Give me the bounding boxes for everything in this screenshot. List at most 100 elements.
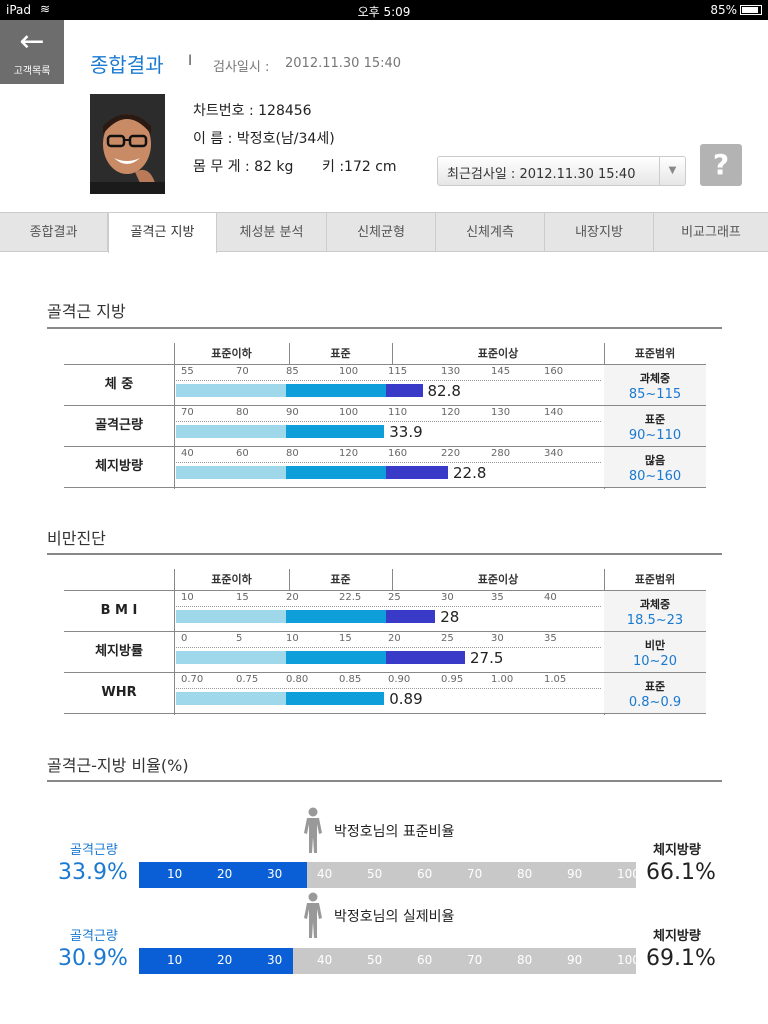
- range-value: 90~110: [628, 428, 682, 443]
- range-status: 표준: [644, 680, 666, 693]
- tick-label: 0.85: [339, 674, 362, 685]
- bar-standard: [286, 610, 386, 623]
- tick-label: 10: [181, 592, 194, 603]
- tab-muscle-fat[interactable]: 골격근 지방: [108, 213, 217, 253]
- bar-below-standard: [176, 610, 286, 623]
- tick-dots: [176, 603, 601, 607]
- header-cell: 표준이상: [477, 347, 519, 360]
- divider: [604, 569, 605, 591]
- tick-label: 120: [339, 448, 359, 459]
- clock: 오후 5:09: [357, 5, 411, 19]
- tick-label: 30: [491, 633, 504, 644]
- tick-label: 0.70: [181, 674, 204, 685]
- measured-value: 33.9: [389, 423, 423, 441]
- tick-label: 145: [491, 366, 511, 377]
- tick-dots: [176, 644, 601, 648]
- tick-dots: [176, 418, 601, 422]
- tab-summary[interactable]: 종합결과: [0, 213, 108, 252]
- muscle-label: 골격근량: [70, 929, 118, 944]
- help-button[interactable]: ?: [700, 144, 742, 186]
- row-label: WHR: [101, 685, 137, 700]
- tick-scale: 40 60 80 120 160 220 280 340: [176, 448, 601, 464]
- section-title-muscle-fat: 골격근 지방: [47, 302, 126, 321]
- tick-scale: 0.70 0.75 0.80 0.85 0.90 0.95 1.00 1.05: [176, 674, 601, 690]
- tick-label: 25: [388, 592, 401, 603]
- tick-label: 1.05: [544, 674, 567, 685]
- bar-below-standard: [176, 692, 286, 705]
- customer-weight: 몸 무 게 : 82 kg: [193, 159, 294, 175]
- bar-standard: [286, 384, 386, 397]
- range-value: 85~115: [628, 387, 682, 402]
- tick-scale: 55 70 85 100 115 130 145 160: [176, 366, 601, 382]
- title-separator: I: [188, 53, 193, 69]
- bar-standard: [286, 651, 386, 664]
- tick-label: 130: [441, 366, 461, 377]
- scale-label: 10: [167, 953, 183, 967]
- scale-label: 40: [317, 867, 333, 881]
- exam-date-label: 검사일시 :: [213, 60, 270, 75]
- tick-label: 100: [339, 366, 359, 377]
- scale-label: 60: [417, 867, 433, 881]
- tab-body-composition[interactable]: 체성분 분석: [217, 213, 327, 252]
- scale-label: 70: [467, 867, 483, 881]
- tab-body-balance[interactable]: 신체균형: [327, 213, 436, 252]
- header-cell: 표준: [330, 347, 351, 360]
- table-row: 골격근량 70 80 90 100 110 120 130 140 33.9 표준 90~110: [64, 406, 706, 447]
- tick-label: 5: [236, 633, 243, 644]
- tick-label: 1.00: [491, 674, 514, 685]
- scale-label: 100: [617, 953, 640, 967]
- header-cell: 표준범위: [634, 347, 676, 360]
- tick-label: 0.90: [388, 674, 411, 685]
- scale-label: 20: [217, 867, 233, 881]
- tick-label: 40: [544, 592, 557, 603]
- tick-label: 110: [388, 407, 408, 418]
- recent-exam-dropdown[interactable]: 최근검사일 : 2012.11.30 15:40 ▼: [437, 156, 686, 186]
- tab-bar: 종합결과 골격근 지방 체성분 분석 신체균형 신체계측 내장지방 비교그래프: [0, 212, 768, 253]
- tick-label: 100: [339, 407, 359, 418]
- tick-label: 10: [286, 633, 299, 644]
- bar-above-standard: [386, 466, 448, 479]
- tick-label: 0: [181, 633, 188, 644]
- ratio-bar: 10 20 30 40 50 60 70 80 90 100: [139, 948, 640, 974]
- muscle-fill: [139, 862, 308, 888]
- person-figure-icon: [304, 807, 322, 853]
- muscle-percent: 30.9%: [58, 946, 128, 971]
- tick-dots: [176, 377, 601, 381]
- tick-label: 15: [339, 633, 352, 644]
- range-cell: 많음 80~160: [604, 447, 706, 487]
- tab-comparison-graph[interactable]: 비교그래프: [681, 225, 741, 240]
- measured-value: 82.8: [427, 382, 461, 400]
- tick-label: 20: [388, 633, 401, 644]
- bar-standard: [286, 425, 385, 438]
- tick-label: 80: [286, 448, 299, 459]
- muscle-percent: 33.9%: [58, 860, 128, 885]
- tab-visceral-fat[interactable]: 내장지방: [545, 213, 654, 252]
- tick-label: 340: [544, 448, 564, 459]
- table-row: 체 중 55 70 85 100 115 130 145 160 82.8 과체중 85~115: [64, 365, 706, 406]
- recent-exam-label: 최근검사일 : 2012.11.30 15:40: [447, 167, 636, 182]
- tick-label: 70: [236, 366, 249, 377]
- table-header: 표준이하 표준 표준이상 표준범위: [64, 343, 706, 365]
- range-status: 과체중: [639, 372, 671, 385]
- bar-standard: [286, 466, 386, 479]
- wifi-icon: ≋: [40, 2, 51, 16]
- obesity-table: 표준이하 표준 표준이상 표준범위 B M I 10 15 20 22.5 25 30 35 40 28 과…: [64, 569, 706, 715]
- scale-label: 80: [517, 953, 533, 967]
- range-cell: 과체중 18.5~23: [604, 591, 706, 631]
- tick-label: 160: [388, 448, 408, 459]
- section-divider: [47, 553, 722, 555]
- fat-percent: 69.1%: [646, 946, 716, 971]
- scale-label: 100: [617, 867, 640, 881]
- scale-label: 30: [267, 867, 283, 881]
- range-value: 80~160: [628, 469, 682, 484]
- range-value: 10~20: [633, 654, 677, 669]
- scale-label: 50: [367, 953, 383, 967]
- scale-label: 60: [417, 953, 433, 967]
- bar-above-standard: [386, 610, 436, 623]
- range-status: 많음: [644, 454, 666, 467]
- back-to-customer-list-button[interactable]: ← 고객목록: [0, 20, 64, 84]
- tab-body-measurement[interactable]: 신체계측: [436, 213, 545, 252]
- tick-scale: 10 15 20 22.5 25 30 35 40: [176, 592, 601, 608]
- measured-value: 27.5: [470, 649, 504, 667]
- bar-below-standard: [176, 651, 286, 664]
